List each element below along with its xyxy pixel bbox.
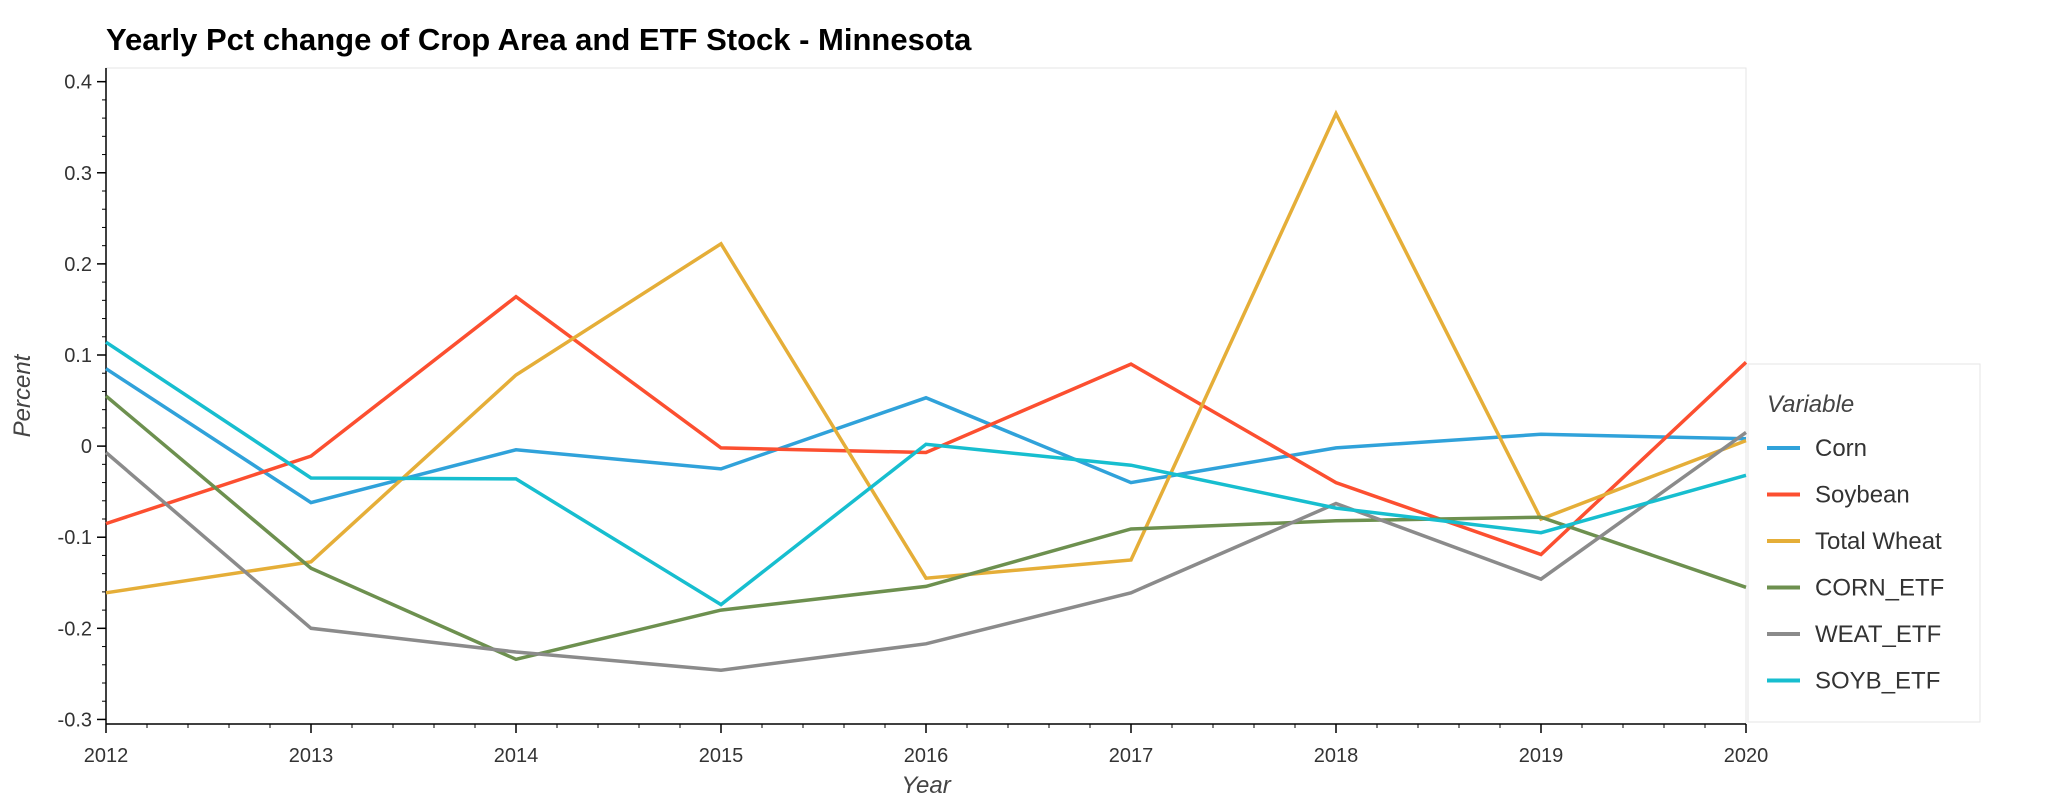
x-tick-label: 2017 [1109,745,1154,767]
series-line-corn [105,367,1747,505]
x-tick-label: 2016 [904,745,949,767]
y-tick-label: 0.4 [64,72,92,94]
y-axis: 0.4 0.3 0.2 0.1 0 -0.1 -0.2 -0.3 [58,68,107,731]
series-line-soyb-etf [105,340,1747,607]
x-tick-label: 2015 [699,745,744,767]
legend-items: Corn Soybean Total Wheat CORN_ETF WEAT_ETF SO… [1767,435,1944,695]
chart-title: Yearly Pct change of Crop Area and ETF S… [106,22,972,57]
legend-label: SOYB_ETF [1815,668,1940,695]
y-tick-label: -0.2 [58,618,92,640]
x-tick-label: 2018 [1314,745,1359,767]
y-tick-label: -0.1 [58,527,92,549]
y-tick-label: -0.3 [58,709,92,731]
series-line-total-wheat [105,109,1747,595]
series-line-weat-etf [104,430,1748,672]
series-lines [104,109,1748,672]
y-tick-label: 0.2 [64,254,92,276]
x-tick-label: 2019 [1519,745,1564,767]
x-axis-label: Year [901,772,951,799]
y-tick-label: 0.1 [64,345,92,367]
x-tick-label: 2014 [494,745,539,767]
y-tick-label: 0.3 [64,163,92,185]
x-tick-label: 2013 [289,745,334,767]
series-line-soybean [105,294,1748,557]
x-tick-label: 2020 [1724,745,1769,767]
legend-label: WEAT_ETF [1815,621,1941,648]
legend-label: Total Wheat [1815,528,1942,555]
x-axis: 2012 2013 2014 2015 2016 2017 2018 2019 2020 [84,723,1769,767]
legend-label: CORN_ETF [1815,575,1944,602]
legend-label: Soybean [1815,482,1910,509]
series-line-corn-etf [104,394,1747,662]
x-tick-label: 2012 [84,745,129,767]
y-axis-label: Percent [9,353,36,437]
legend-title: Variable [1767,391,1854,418]
legend-label: Corn [1815,435,1867,462]
y-tick-label: 0 [81,436,92,458]
legend: Variable Corn Soybean Total Wheat CORN_ETF W… [1747,363,1981,723]
